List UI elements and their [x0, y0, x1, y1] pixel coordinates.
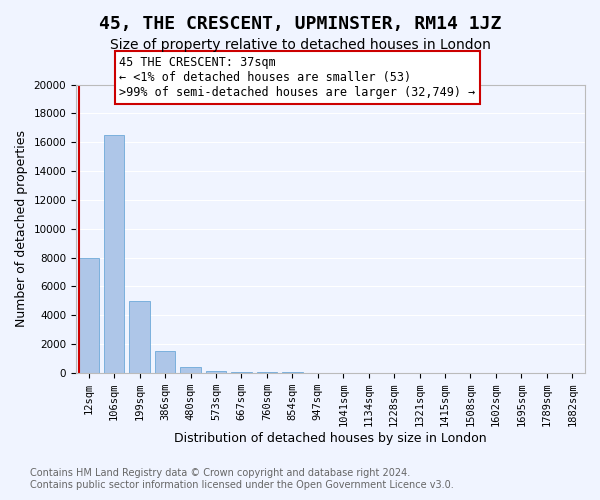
Bar — [79, 258, 99, 373]
Bar — [104, 135, 124, 373]
Bar — [257, 372, 277, 373]
Y-axis label: Number of detached properties: Number of detached properties — [15, 130, 28, 328]
Text: 45 THE CRESCENT: 37sqm
← <1% of detached houses are smaller (53)
>99% of semi-de: 45 THE CRESCENT: 37sqm ← <1% of detached… — [119, 56, 476, 99]
Text: 45, THE CRESCENT, UPMINSTER, RM14 1JZ: 45, THE CRESCENT, UPMINSTER, RM14 1JZ — [99, 15, 501, 33]
Bar — [282, 372, 302, 373]
Text: Size of property relative to detached houses in London: Size of property relative to detached ho… — [110, 38, 490, 52]
Text: Contains HM Land Registry data © Crown copyright and database right 2024.
Contai: Contains HM Land Registry data © Crown c… — [30, 468, 454, 490]
Bar — [181, 367, 201, 373]
Bar — [130, 301, 150, 373]
X-axis label: Distribution of detached houses by size in London: Distribution of detached houses by size … — [174, 432, 487, 445]
Bar — [231, 372, 251, 373]
Bar — [155, 352, 175, 373]
Bar — [206, 371, 226, 373]
